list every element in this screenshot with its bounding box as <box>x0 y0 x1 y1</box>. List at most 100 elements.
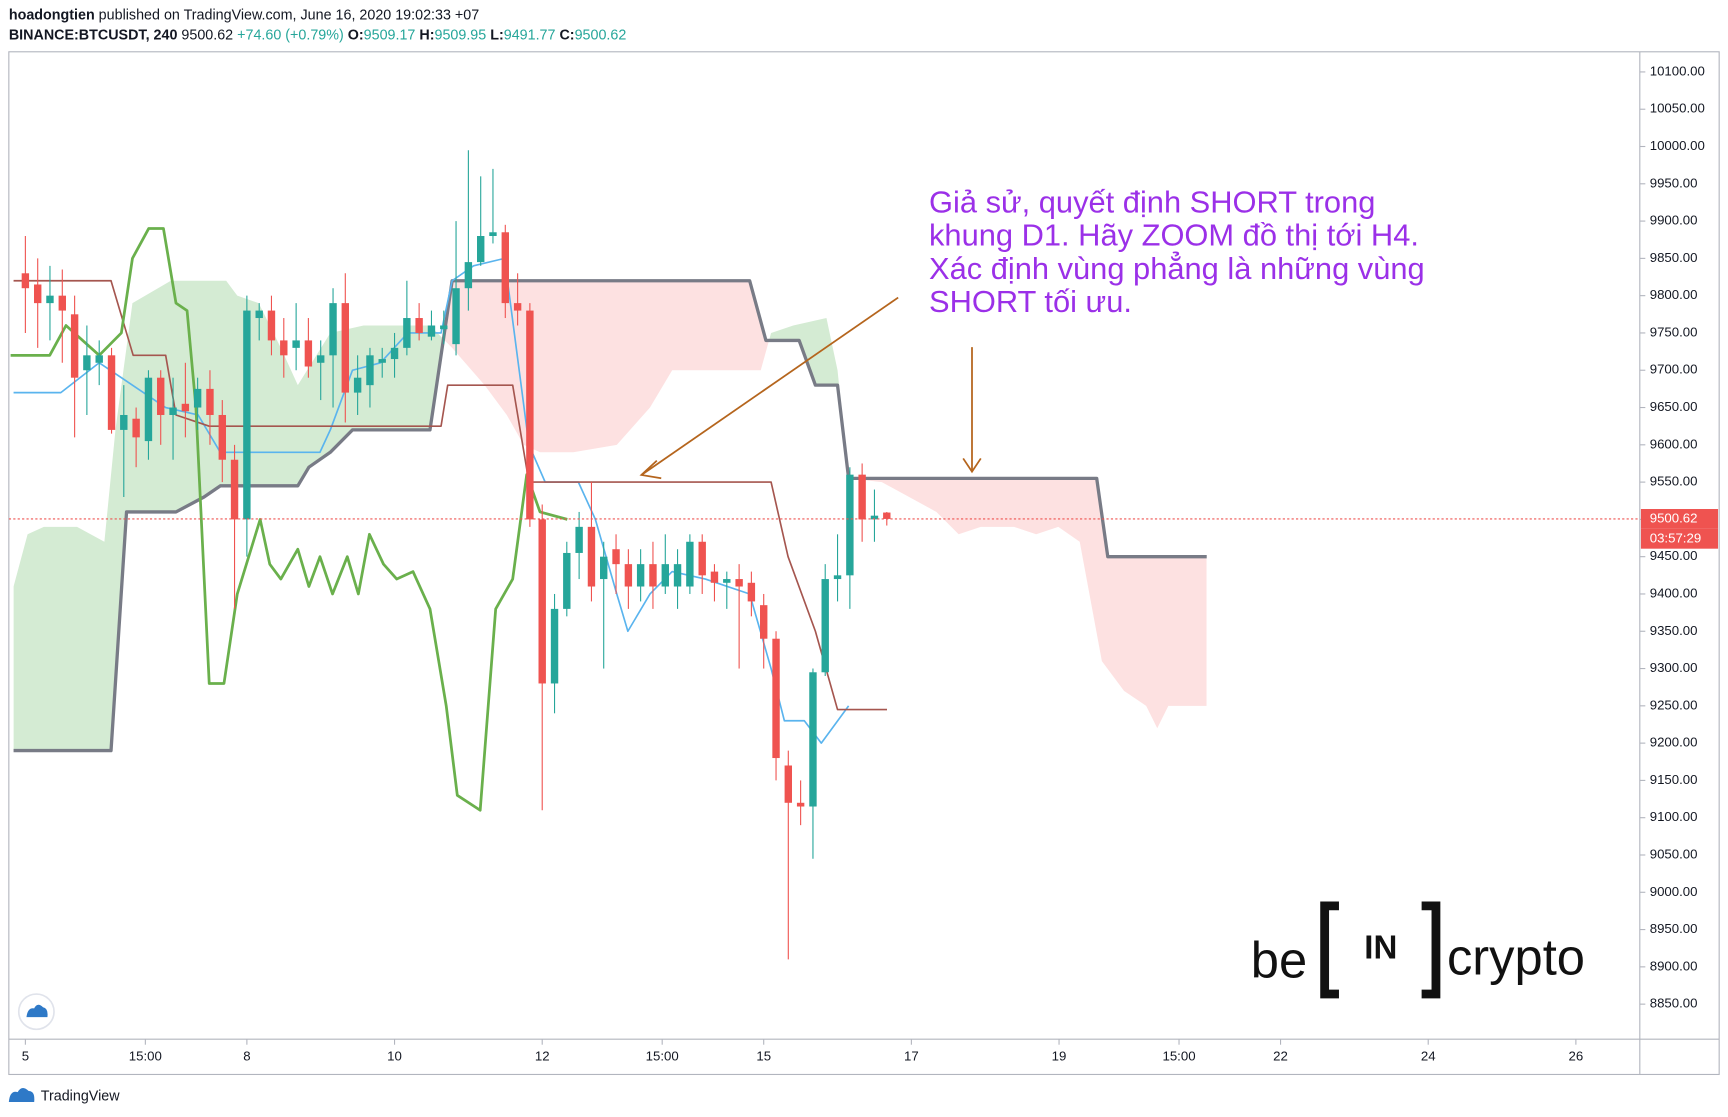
candle-body <box>710 571 719 583</box>
arrow-head <box>962 457 982 474</box>
watermark-in: IN <box>1364 930 1397 967</box>
senkou-b-line <box>13 279 1207 753</box>
candle-body <box>169 407 177 415</box>
candle-body <box>550 608 559 684</box>
candle-body <box>477 236 485 263</box>
candle-body <box>636 564 645 587</box>
candle-body <box>193 388 202 408</box>
candle-body <box>501 232 509 304</box>
x-tick-label: 26 <box>1569 1048 1584 1063</box>
candle-body <box>58 295 66 311</box>
candle-body <box>390 347 399 360</box>
candle-body <box>858 474 866 520</box>
y-tick-label: 10050.00 <box>1650 101 1705 116</box>
candle-body <box>21 273 30 289</box>
l-value: 9491.77 <box>504 27 556 43</box>
cloud-bullish <box>13 280 1207 751</box>
footer-logo <box>8 1087 35 1103</box>
y-tick-label: 9000.00 <box>1650 884 1698 899</box>
candle-body <box>489 232 497 237</box>
indicator-line <box>10 227 568 812</box>
x-tick-label: 15:00 <box>646 1048 679 1063</box>
header-line-1: hoadongtien published on TradingView.com… <box>9 7 479 23</box>
candle-body <box>661 564 669 587</box>
candle-body <box>218 414 226 460</box>
x-tick-label: 15:00 <box>129 1048 162 1063</box>
published: published on TradingView.com, June 16, 2… <box>95 7 480 23</box>
candle-body <box>673 564 682 587</box>
candle-body <box>70 314 79 378</box>
y-tick-label: 8900.00 <box>1650 958 1698 973</box>
y-tick-label: 9350.00 <box>1650 623 1698 638</box>
candle-body <box>612 549 620 565</box>
candle-body <box>526 310 534 520</box>
candle-body <box>144 377 153 442</box>
y-tick-label: 10000.00 <box>1650 138 1705 153</box>
candle-body <box>440 325 448 330</box>
candle-body <box>735 579 743 587</box>
change: +74.60 (+0.79%) <box>233 27 344 43</box>
annotation: Giả sử, quyết định SHORT trong khung D1.… <box>929 185 1425 319</box>
author: hoadongtien <box>9 7 95 23</box>
y-tick-label: 8850.00 <box>1650 996 1698 1011</box>
candle-body <box>206 388 214 415</box>
candle-body <box>587 526 596 587</box>
candle-body <box>280 340 288 356</box>
x-tick-label: 19 <box>1052 1048 1067 1063</box>
candle-body <box>821 579 829 673</box>
x-tick-label: 10 <box>387 1048 402 1063</box>
o-label: O: <box>344 27 364 43</box>
candle-body <box>329 303 337 356</box>
candle-body <box>107 355 116 430</box>
candle-body <box>513 303 522 311</box>
candle-body <box>181 403 190 412</box>
symbol: BINANCE:BTCUSDT, 240 <box>9 27 178 43</box>
x-tick-label: 15:00 <box>1162 1048 1195 1063</box>
candle-body <box>796 802 805 807</box>
x-tick-label: 17 <box>904 1048 919 1063</box>
annotation-line: Xác định vùng phẳng là những vùng <box>929 250 1425 286</box>
y-tick-label: 9450.00 <box>1650 548 1698 563</box>
y-tick-label: 9400.00 <box>1650 585 1698 600</box>
candle-body <box>600 556 608 580</box>
bracket <box>1320 901 1339 999</box>
candle-body <box>698 541 706 576</box>
header-line-2: BINANCE:BTCUSDT, 240 9500.62 +74.60 (+0.… <box>9 27 627 43</box>
x-tick-label: 12 <box>535 1048 550 1063</box>
candle-body <box>267 310 276 341</box>
last-price-label: 9500.62 <box>1650 510 1698 525</box>
y-tick-label: 9250.00 <box>1650 697 1698 712</box>
axes: 8850.00 8900.00 8950.00 9000.00 9050.00 9100.… <box>22 63 1719 1063</box>
l-label: L: <box>486 27 504 43</box>
o-value: 9509.17 <box>364 27 416 43</box>
arrow-head <box>639 459 662 480</box>
y-tick-label: 9700.00 <box>1650 362 1698 377</box>
indicator-line <box>13 257 850 744</box>
y-tick-label: 9050.00 <box>1650 846 1698 861</box>
badge-icon <box>26 1004 48 1018</box>
countdown-tag <box>1640 528 1719 549</box>
candle-body <box>538 519 546 684</box>
y-tick-label: 9150.00 <box>1650 772 1698 787</box>
candle-body <box>563 552 571 609</box>
candle-body <box>833 575 842 580</box>
annotation-line: Giả sử, quyết định SHORT trong <box>929 185 1375 220</box>
candle-body <box>649 564 657 587</box>
candle-body <box>83 355 91 371</box>
last-price-tag <box>1640 509 1719 529</box>
watermark: be IN crypto <box>1251 901 1585 999</box>
candle-body <box>686 541 694 587</box>
x-tick-label: 15 <box>756 1048 771 1063</box>
y-tick-label: 9550.00 <box>1650 474 1698 489</box>
watermark-be: be <box>1251 932 1307 989</box>
candle-body <box>230 459 239 520</box>
y-tick-label: 9750.00 <box>1650 324 1698 339</box>
bracket <box>1421 901 1441 999</box>
candle-body <box>723 579 731 583</box>
x-tick-label: 22 <box>1273 1048 1288 1063</box>
candle-body <box>747 582 756 602</box>
tv-badge[interactable] <box>17 993 55 1031</box>
candle-body <box>809 672 817 807</box>
h-value: 9509.95 <box>434 27 486 43</box>
